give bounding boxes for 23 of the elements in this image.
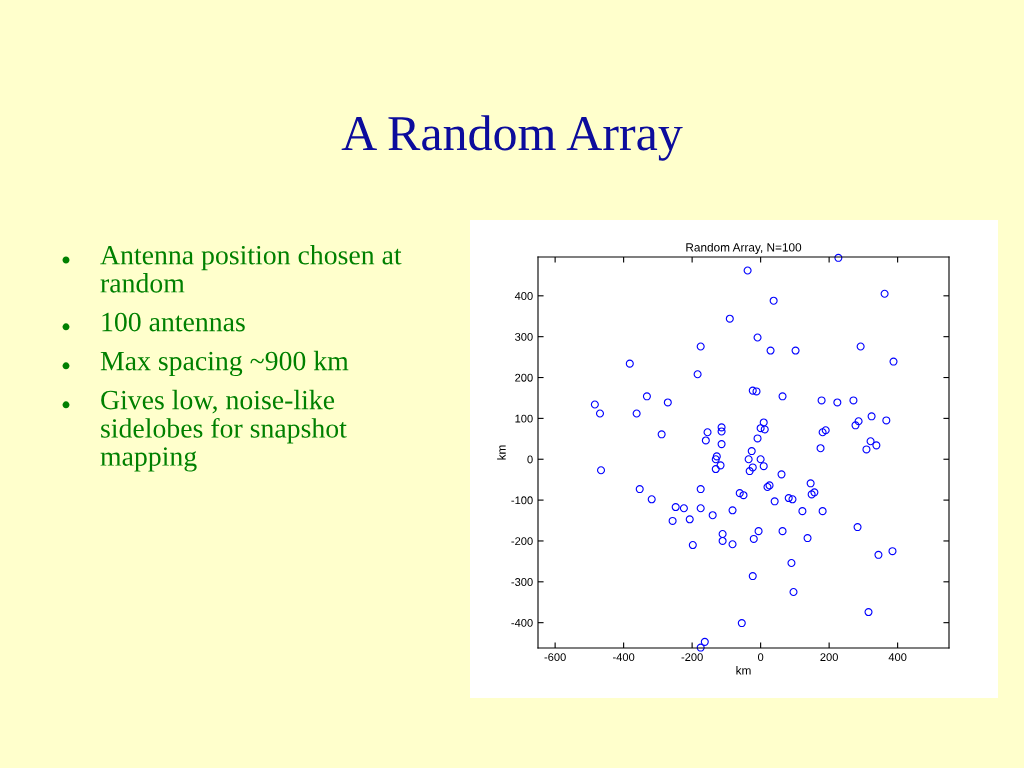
text: Gives low, noise-like sidelobes for snapshot mapping: [100, 389, 347, 472]
text: Max spacing ~900 km: [100, 350, 349, 377]
text: A Random Array: [341, 115, 683, 161]
y-tick-label: -200: [511, 537, 533, 546]
x-axis-title: km: [736, 666, 751, 675]
chart-title: Random Array, N=100: [686, 242, 802, 254]
x-tick-label: 200: [820, 653, 838, 662]
x-tick-label: -400: [613, 653, 635, 662]
y-axis-title: km: [497, 445, 506, 460]
x-tick-label: -600: [544, 653, 566, 662]
y-tick-label: 100: [515, 414, 533, 423]
y-tick-label: 300: [515, 332, 533, 341]
x-tick-label: -200: [681, 653, 703, 662]
y-tick-label: 200: [515, 373, 533, 382]
text: Antenna position chosen at random: [100, 245, 402, 293]
y-tick-label: -100: [511, 496, 533, 505]
y-tick-label: 400: [514, 292, 533, 300]
y-tick-label: -400: [511, 618, 533, 627]
x-tick-label: 400: [888, 653, 907, 662]
y-tick-label: 0: [527, 455, 533, 464]
x-tick-label: 0: [757, 653, 764, 662]
text: 100 antennas: [102, 312, 245, 332]
y-tick-label: -300: [511, 578, 533, 586]
